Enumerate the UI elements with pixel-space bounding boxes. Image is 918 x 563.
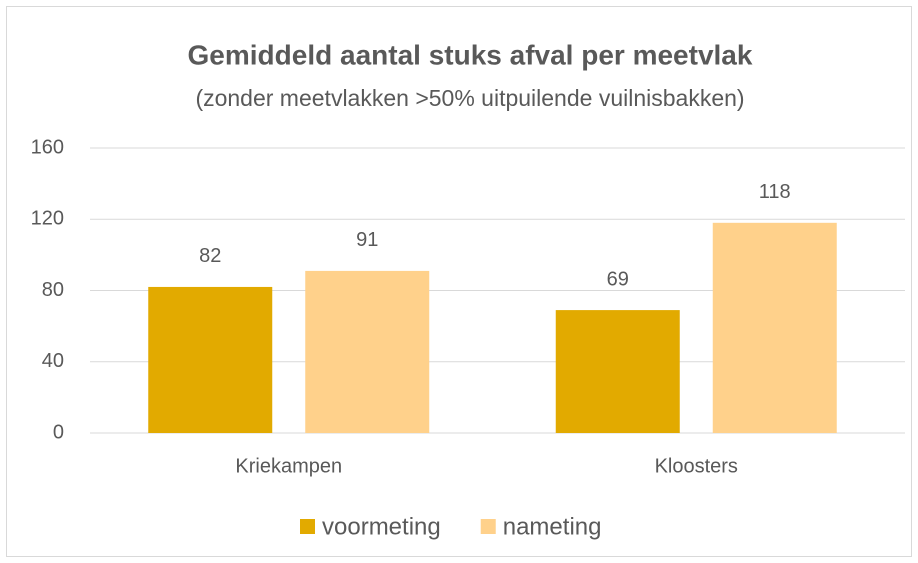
bar — [148, 286, 273, 433]
bar — [555, 310, 680, 433]
bar — [712, 222, 837, 433]
data-label: 69 — [607, 268, 629, 290]
y-tick-label: 80 — [42, 279, 64, 301]
y-tick-label: 120 — [31, 208, 64, 230]
y-tick-label: 0 — [53, 421, 64, 443]
legend-swatch — [480, 519, 496, 534]
legend-label: voormeting — [322, 513, 441, 540]
chart-title: Gemiddeld aantal stuks afval per meetvla… — [188, 39, 753, 70]
legend-label: nameting — [503, 513, 602, 540]
data-label: 118 — [759, 181, 791, 203]
x-tick-label: Kriekampen — [235, 455, 342, 477]
data-label: 82 — [199, 245, 221, 267]
y-tick-label: 40 — [42, 350, 64, 372]
legend-swatch — [300, 519, 315, 534]
x-tick-label: Kloosters — [655, 455, 738, 477]
y-tick-label: 160 — [31, 136, 64, 158]
chart-subtitle: (zonder meetvlakken >50% uitpuilende vui… — [195, 85, 744, 111]
data-label: 91 — [356, 229, 378, 251]
bar — [305, 270, 430, 433]
